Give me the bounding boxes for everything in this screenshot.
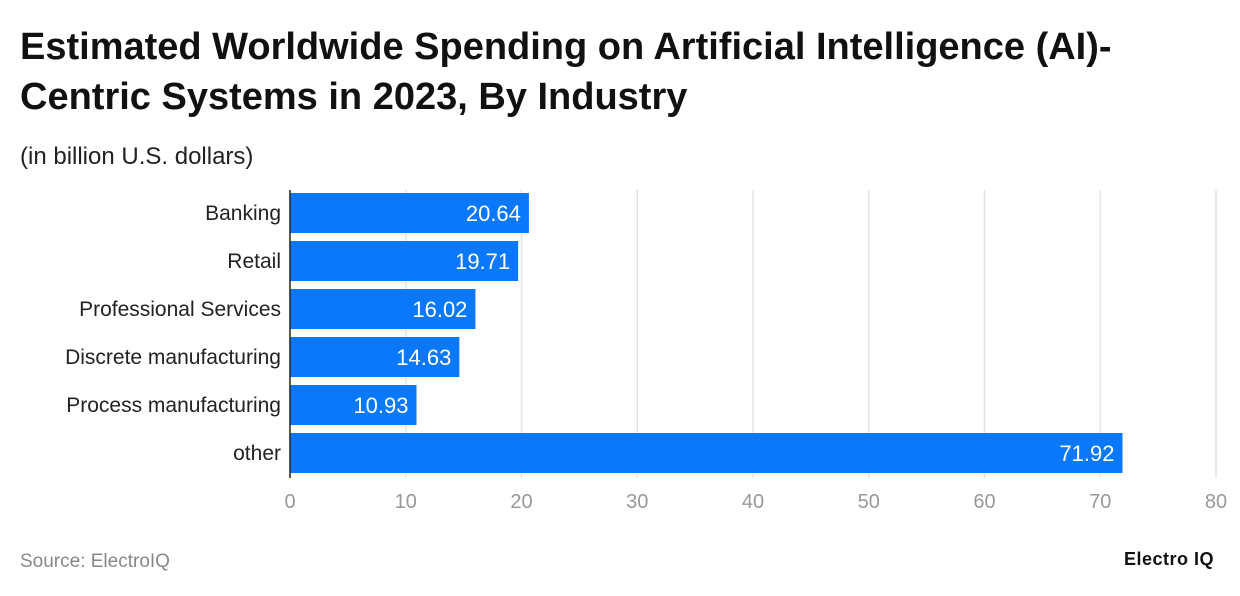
x-tick-label: 50 bbox=[858, 491, 880, 513]
bar bbox=[290, 337, 460, 377]
x-tick-label: 60 bbox=[973, 491, 995, 513]
data-label: 19.71 bbox=[455, 249, 510, 274]
data-label: 16.02 bbox=[412, 297, 467, 322]
x-tick-label: 70 bbox=[1089, 491, 1111, 513]
x-tick-label: 20 bbox=[510, 491, 532, 513]
category-label: Retail bbox=[227, 250, 281, 273]
brand-logo: Electro IQ bbox=[1123, 549, 1214, 569]
data-label: 10.93 bbox=[353, 393, 408, 418]
data-label: 20.64 bbox=[466, 201, 521, 226]
category-label: other bbox=[233, 442, 281, 465]
source-note: Source: ElectroIQ bbox=[20, 551, 170, 572]
data-label: 14.63 bbox=[396, 345, 451, 370]
category-label: Banking bbox=[205, 202, 281, 225]
category-label: Professional Services bbox=[79, 298, 281, 321]
category-label: Discrete manufacturing bbox=[65, 346, 281, 369]
bar bbox=[290, 433, 1123, 473]
x-tick-label: 40 bbox=[742, 491, 764, 513]
x-tick-label: 10 bbox=[395, 491, 417, 513]
x-tick-label: 80 bbox=[1205, 491, 1227, 513]
bar bbox=[290, 193, 529, 233]
category-label: Process manufacturing bbox=[66, 394, 281, 417]
chart-title: Estimated Worldwide Spending on Artifici… bbox=[20, 26, 1112, 118]
x-tick-label: 0 bbox=[284, 491, 295, 513]
bar bbox=[290, 289, 476, 329]
bar bbox=[290, 241, 519, 281]
chart-subtitle: (in billion U.S. dollars) bbox=[20, 143, 254, 170]
x-tick-label: 30 bbox=[626, 491, 648, 513]
data-label: 71.92 bbox=[1059, 441, 1114, 466]
bar bbox=[290, 385, 417, 425]
